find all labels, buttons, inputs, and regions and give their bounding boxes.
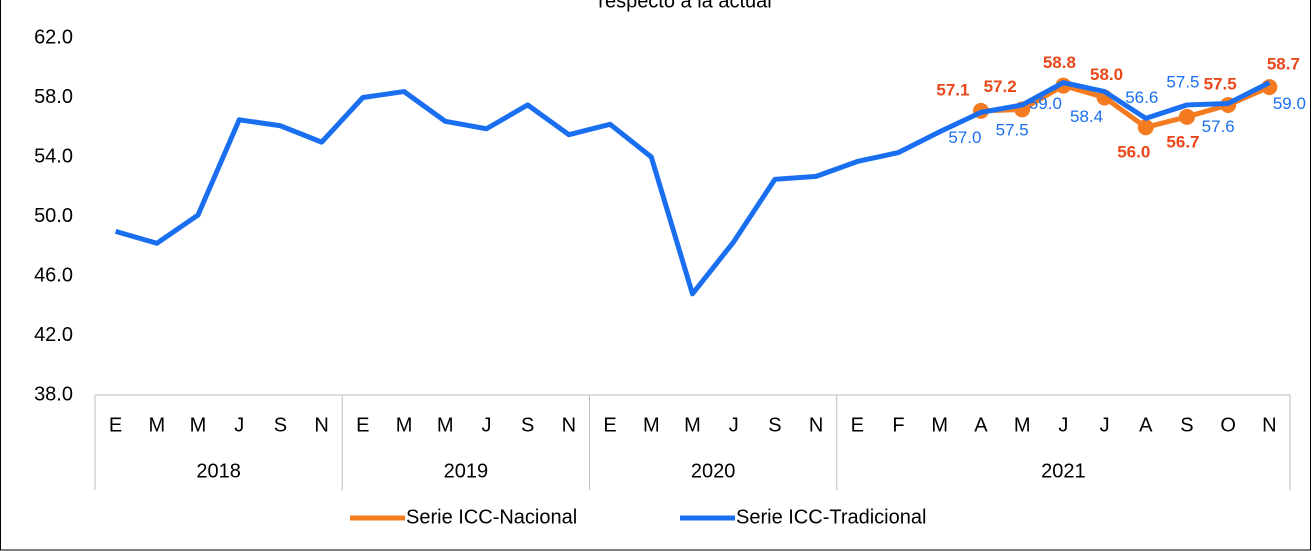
x-tick-label: N bbox=[562, 414, 576, 436]
x-tick-label: A bbox=[974, 414, 988, 436]
data-label: 59.0 bbox=[1029, 94, 1062, 113]
x-tick-label: A bbox=[1139, 414, 1153, 436]
data-label: 56.0 bbox=[1117, 143, 1150, 162]
y-tick-label: 54.0 bbox=[34, 145, 73, 167]
y-tick-label: 38.0 bbox=[34, 383, 73, 405]
x-tick-label: O bbox=[1220, 414, 1236, 436]
legend-label: Serie ICC-Nacional bbox=[406, 506, 577, 528]
x-tick-label: M bbox=[396, 414, 413, 436]
group-label: 2018 bbox=[196, 460, 241, 482]
x-tick-label: J bbox=[1100, 414, 1110, 436]
series-line bbox=[114, 80, 1271, 297]
x-tick-label: S bbox=[768, 414, 781, 436]
data-label: 56.6 bbox=[1125, 88, 1158, 107]
data-label: 57.5 bbox=[996, 120, 1029, 139]
y-tick-label: 50.0 bbox=[34, 205, 73, 227]
x-tick-label: S bbox=[521, 414, 534, 436]
x-tick-label: M bbox=[1014, 414, 1031, 436]
x-tick-label: M bbox=[190, 414, 207, 436]
x-tick-label: S bbox=[1180, 414, 1193, 436]
x-tick-label: N bbox=[809, 414, 823, 436]
x-tick-label: M bbox=[643, 414, 660, 436]
data-label: 57.5 bbox=[1166, 72, 1199, 91]
x-tick-label: N bbox=[314, 414, 328, 436]
x-tick-label: M bbox=[148, 414, 165, 436]
y-tick-label: 42.0 bbox=[34, 324, 73, 346]
point bbox=[1178, 108, 1195, 125]
x-tick-label: M bbox=[437, 414, 454, 436]
legend-label: Serie ICC-Tradicional bbox=[736, 506, 926, 528]
data-label: 57.0 bbox=[948, 128, 981, 147]
x-tick-label: F bbox=[892, 414, 904, 436]
x-tick-label: E bbox=[356, 414, 369, 436]
data-label: 58.0 bbox=[1090, 65, 1123, 84]
y-tick-label: 62.0 bbox=[34, 26, 73, 48]
chart-title: respecto a la actual bbox=[598, 0, 771, 12]
x-tick-label: N bbox=[1262, 414, 1276, 436]
data-label: 58.7 bbox=[1267, 55, 1300, 74]
x-tick-label: J bbox=[481, 414, 491, 436]
x-tick-label: E bbox=[109, 414, 122, 436]
data-label: 57.1 bbox=[936, 80, 969, 99]
x-tick-label: M bbox=[684, 414, 701, 436]
group-label: 2021 bbox=[1041, 460, 1086, 482]
data-label: 58.8 bbox=[1043, 53, 1076, 72]
data-label: 58.4 bbox=[1070, 107, 1103, 126]
data-label: 57.5 bbox=[1204, 74, 1237, 93]
data-label: 59.0 bbox=[1273, 94, 1306, 113]
data-label: 57.6 bbox=[1202, 117, 1235, 136]
data-label: 57.2 bbox=[984, 77, 1017, 96]
x-tick-label: E bbox=[851, 414, 864, 436]
data-label: 56.7 bbox=[1166, 132, 1199, 151]
x-tick-label: M bbox=[931, 414, 948, 436]
x-tick-label: J bbox=[1058, 414, 1068, 436]
point bbox=[1137, 119, 1154, 136]
x-tick-label: E bbox=[603, 414, 616, 436]
x-tick-label: S bbox=[274, 414, 287, 436]
y-tick-label: 46.0 bbox=[34, 264, 73, 286]
y-tick-label: 58.0 bbox=[34, 86, 73, 108]
x-tick-label: J bbox=[234, 414, 244, 436]
group-label: 2020 bbox=[691, 460, 736, 482]
group-label: 2019 bbox=[444, 460, 489, 482]
x-tick-label: J bbox=[729, 414, 739, 436]
